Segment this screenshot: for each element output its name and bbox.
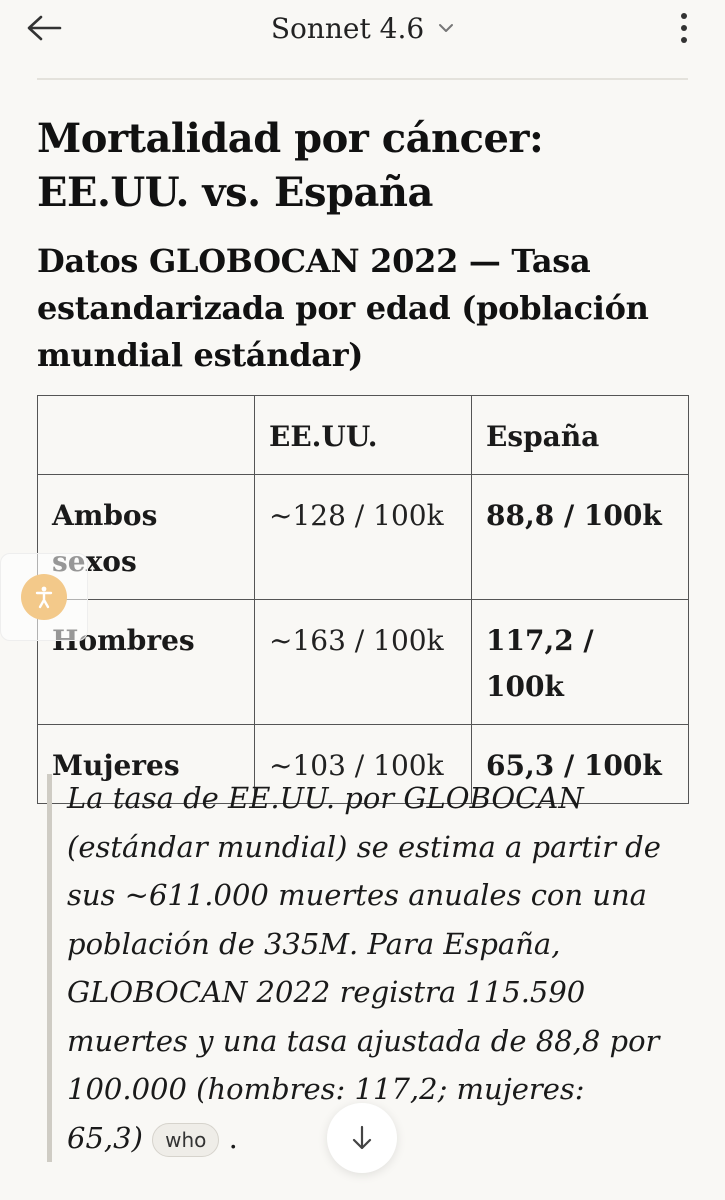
table-header-us: EE.UU. <box>254 395 472 475</box>
arrow-left-icon <box>27 15 62 41</box>
top-bar: Sonnet 4.6 <box>0 0 725 56</box>
table-header-empty <box>37 395 255 475</box>
more-vertical-icon <box>681 13 687 43</box>
row-label: Mujeres <box>37 724 255 804</box>
scroll-down-button[interactable] <box>327 1103 397 1173</box>
table-header-es: España <box>471 395 689 475</box>
accessibility-badge <box>21 574 67 620</box>
table-header-row: EE.UU. España <box>37 395 689 475</box>
us-rate: ~128 / 100k <box>254 474 472 600</box>
table-row: Ambos sexos ~128 / 100k 88,8 / 100k <box>37 474 689 600</box>
table-row: Mujeres ~103 / 100k 65,3 / 100k <box>37 724 689 804</box>
es-rate: 117,2 / 100k <box>471 599 689 725</box>
us-rate: ~163 / 100k <box>254 599 472 725</box>
message-content: Mortalidad por cáncer: EE.UU. vs. España… <box>37 112 689 804</box>
article-subtitle: Datos GLOBOCAN 2022 — Tasa estandarizada… <box>37 242 649 374</box>
back-button[interactable] <box>18 6 70 50</box>
arrow-down-icon <box>352 1125 372 1150</box>
more-options-button[interactable] <box>669 6 699 50</box>
citation-chip-who[interactable]: who <box>152 1122 220 1157</box>
accessibility-button[interactable] <box>0 553 88 641</box>
mortality-table: EE.UU. España Ambos sexos ~128 / 100k 88… <box>37 395 689 804</box>
es-rate: 65,3 / 100k <box>471 724 689 804</box>
note-blockquote: La tasa de EE.UU. por GLOBOCAN (estándar… <box>47 774 667 1162</box>
note-trailing: . <box>228 1120 238 1155</box>
article-title: Mortalidad por cáncer: EE.UU. vs. España <box>37 115 544 216</box>
table-row: Hombres ~163 / 100k 117,2 / 100k <box>37 599 689 725</box>
model-selector[interactable]: Sonnet 4.6 <box>0 6 725 50</box>
note-text: La tasa de EE.UU. por GLOBOCAN (estándar… <box>67 781 661 1155</box>
chevron-down-icon <box>439 24 454 32</box>
model-name: Sonnet 4.6 <box>270 11 425 45</box>
header-divider <box>37 78 688 80</box>
es-rate: 88,8 / 100k <box>471 474 689 600</box>
accessibility-icon <box>35 586 53 609</box>
us-rate: ~103 / 100k <box>254 724 472 804</box>
